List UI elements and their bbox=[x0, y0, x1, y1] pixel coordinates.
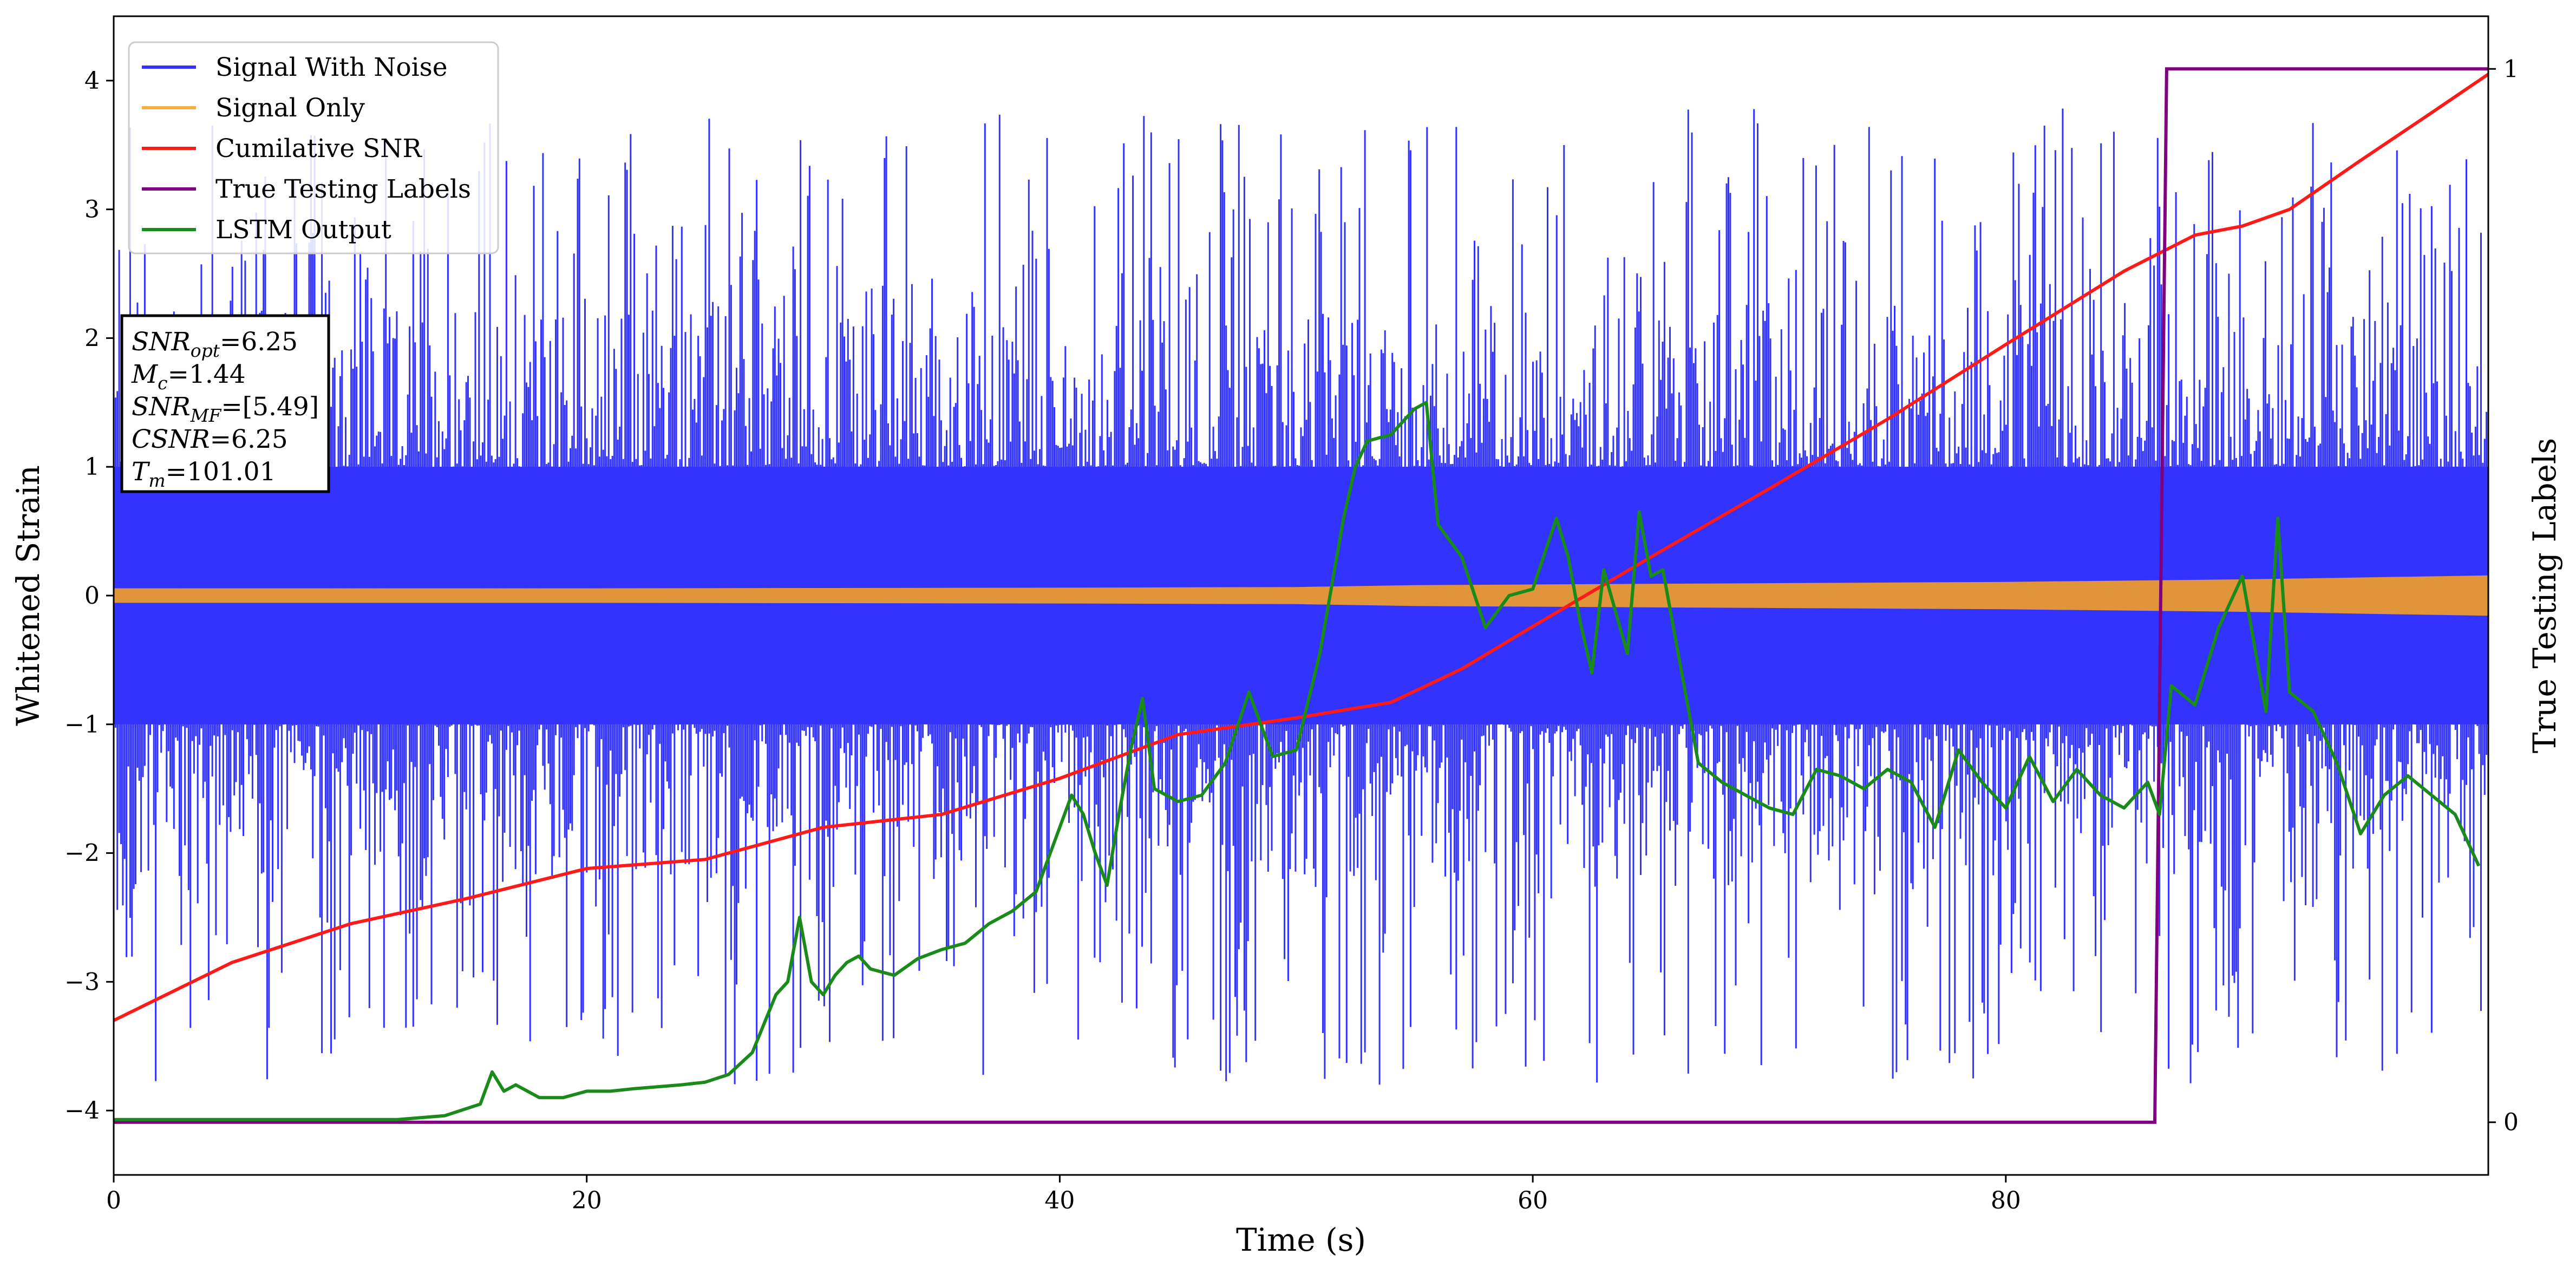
y-tick-label: 4 bbox=[84, 67, 100, 95]
y-tick-label: 2 bbox=[84, 324, 100, 352]
y-tick-label: −2 bbox=[64, 840, 100, 867]
y-tick-label: −3 bbox=[64, 968, 100, 996]
y-tick-label: −4 bbox=[64, 1097, 100, 1125]
y-tick-label: 0 bbox=[84, 582, 100, 610]
legend-label: Cumilative SNR bbox=[215, 134, 422, 164]
info-line: Tm=101.01 bbox=[132, 457, 276, 491]
x-tick-label: 20 bbox=[572, 1187, 602, 1214]
y-tick-label: 3 bbox=[84, 196, 100, 224]
y-tick-label: −1 bbox=[64, 711, 100, 739]
x-tick-label: 0 bbox=[106, 1187, 121, 1214]
legend-label: LSTM Output bbox=[215, 215, 391, 245]
legend-label: True Testing Labels bbox=[215, 174, 471, 204]
x-axis-label: Time (s) bbox=[1236, 1221, 1366, 1258]
info-line: Mc=1.44 bbox=[131, 360, 246, 394]
info-line: SNRopt=6.25 bbox=[132, 327, 298, 361]
y2-tick-label: 1 bbox=[2503, 55, 2519, 83]
legend-label: Signal With Noise bbox=[215, 53, 448, 82]
series-signal-only bbox=[114, 575, 2488, 616]
legend-frame bbox=[128, 41, 499, 254]
x-tick-label: 60 bbox=[1518, 1187, 1548, 1214]
info-line: SNRMF=[5.49] bbox=[132, 392, 319, 426]
y2-tick-label: 0 bbox=[2503, 1109, 2519, 1136]
y-tick-label: 1 bbox=[84, 453, 100, 481]
x-tick-label: 80 bbox=[1991, 1187, 2021, 1214]
legend: Signal With Noise Signal Only Cumilative S… bbox=[128, 41, 499, 254]
series-cumilative-snr bbox=[114, 73, 2488, 1022]
info-line: CSNR=6.25 bbox=[132, 424, 288, 454]
x-tick-label: 40 bbox=[1044, 1187, 1075, 1214]
series-lstm-output bbox=[114, 401, 2481, 1121]
plot-area bbox=[114, 67, 2488, 1124]
info-box: SNRopt=6.25Mc=1.44SNRMF=[5.49]CSNR=6.25T… bbox=[120, 314, 330, 493]
y-axis-label: Whitened Strain bbox=[10, 465, 47, 726]
info-box-frame bbox=[120, 314, 330, 493]
legend-label: Signal Only bbox=[215, 93, 365, 123]
series-true-testing-labels bbox=[114, 67, 2488, 1124]
y2-axis-label: True Testing Labels bbox=[2526, 438, 2563, 753]
